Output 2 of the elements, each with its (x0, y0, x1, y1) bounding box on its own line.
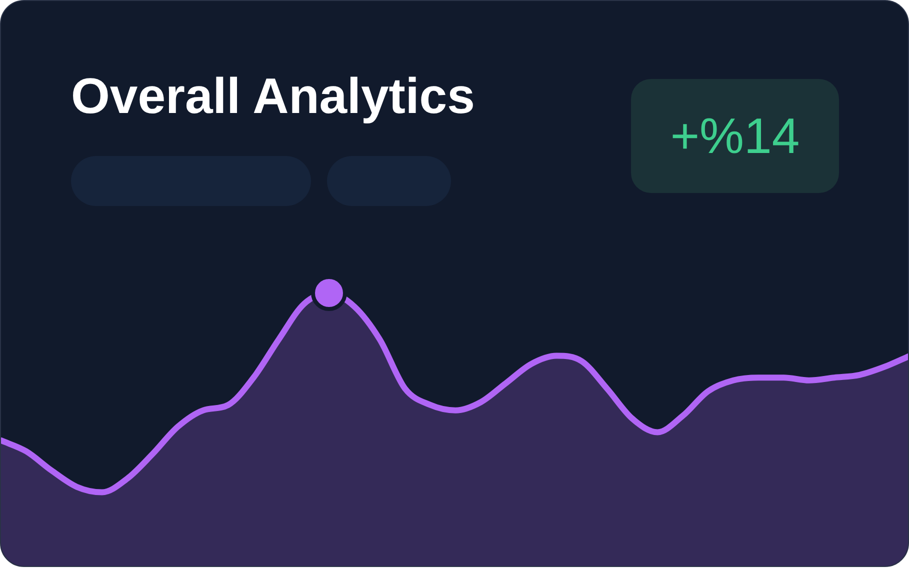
text: +%14 (631, 79, 839, 193)
chart-title: Overall Analytics (71, 67, 475, 125)
